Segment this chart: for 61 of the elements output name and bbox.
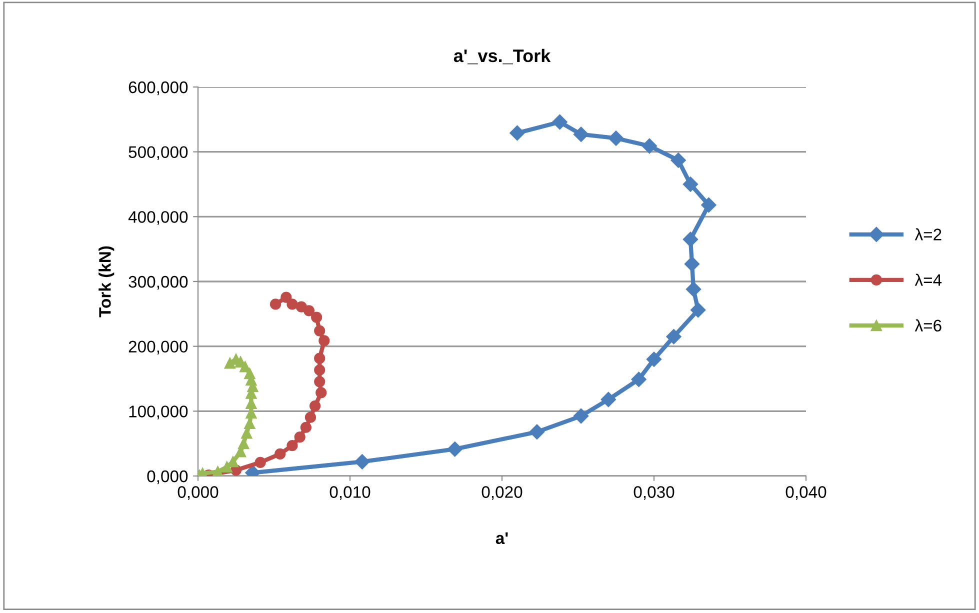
point xyxy=(573,126,589,142)
x-axis-title: a' xyxy=(496,532,508,544)
point xyxy=(314,352,326,364)
point xyxy=(296,301,307,312)
point xyxy=(311,312,322,323)
point xyxy=(270,298,282,310)
point xyxy=(241,428,252,439)
point xyxy=(304,412,316,423)
point xyxy=(316,387,327,398)
point xyxy=(631,372,646,387)
point xyxy=(294,432,306,443)
point xyxy=(447,442,462,457)
point xyxy=(286,440,298,452)
y-tick-label: 300,000 xyxy=(128,276,188,290)
y-tick-label: 100,000 xyxy=(129,406,188,420)
point xyxy=(510,125,525,141)
y-tick-label: 400,000 xyxy=(128,211,188,225)
x-tick-label: 0,020 xyxy=(482,486,522,500)
point xyxy=(286,298,298,310)
y-tick-label: 600,000 xyxy=(128,81,188,96)
point xyxy=(600,392,616,408)
y-axis-title: Tork (kN) xyxy=(98,246,114,318)
point xyxy=(686,282,702,297)
point xyxy=(314,325,326,336)
point xyxy=(224,358,236,369)
point xyxy=(354,454,370,470)
point xyxy=(690,302,706,318)
point xyxy=(573,408,589,424)
point xyxy=(318,335,330,346)
chart-title: a'_vs._Tork xyxy=(454,48,551,64)
legend-label: λ=4 xyxy=(914,274,942,286)
point xyxy=(701,197,716,213)
y-tick-label: 500,000 xyxy=(128,146,188,160)
point xyxy=(274,448,286,460)
point xyxy=(670,152,686,168)
point xyxy=(682,176,698,192)
point xyxy=(646,352,662,367)
point xyxy=(552,114,568,130)
point xyxy=(608,130,624,146)
point xyxy=(642,138,658,154)
point xyxy=(529,424,545,440)
x-tick-label: 0,030 xyxy=(634,486,674,500)
point xyxy=(212,466,224,476)
y-tick-label: 200,000 xyxy=(128,340,188,355)
point xyxy=(682,232,698,247)
point xyxy=(238,438,250,450)
x-tick-label: 0,000 xyxy=(178,486,218,500)
point xyxy=(221,461,232,472)
point xyxy=(684,256,700,272)
point xyxy=(300,422,312,433)
x-tick-label: 0,040 xyxy=(786,486,826,500)
point xyxy=(280,292,292,303)
point xyxy=(309,400,321,412)
x-tick-label: 0,010 xyxy=(330,486,370,500)
y-tick-label: 0,000 xyxy=(147,470,188,484)
point xyxy=(314,376,326,388)
point xyxy=(314,364,326,376)
point xyxy=(666,329,682,344)
point xyxy=(254,456,266,468)
legend-label: λ=6 xyxy=(914,319,942,332)
legend-label: λ=2 xyxy=(914,228,942,240)
